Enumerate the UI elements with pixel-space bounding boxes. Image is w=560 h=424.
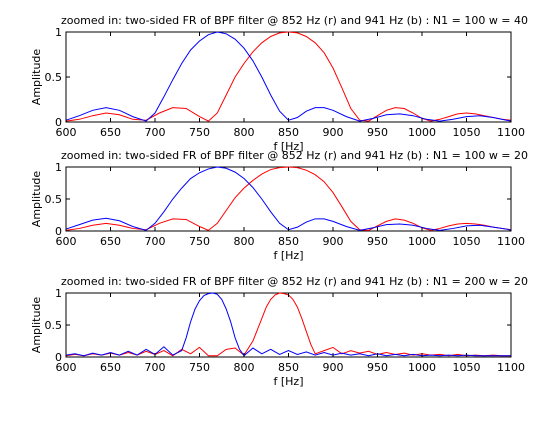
chart-title: zoomed in: two-sided FR of BPF filter @ … [61,14,528,27]
y-tick-label: 1 [55,26,62,39]
y-tick-label: 0.5 [45,193,63,206]
x-tick-label: 1100 [497,126,525,139]
y-axis-label: Amplitude [30,297,43,354]
y-tick-label: 0 [55,116,62,129]
x-tick-label: 1000 [408,126,436,139]
subplot-2: 600 650 700 750 800 850 900 950 1000 1050 1100 0 0.5… [30,149,528,262]
series-line-1 [65,166,512,231]
x-axis-label: f [Hz] [274,249,304,262]
x-tick-label: 900 [323,361,344,374]
y-tick-label: 0 [55,351,62,364]
x-axis-label: f [Hz] [274,140,304,153]
series-line-2 [65,31,512,122]
series-line-2 [65,292,511,357]
x-tick-label: 950 [367,126,388,139]
series-line-1 [65,31,512,122]
x-tick-label: 600 [56,361,77,374]
x-tick-label: 800 [234,361,255,374]
x-tick-label: 1050 [453,126,481,139]
x-tick-label: 1050 [453,235,481,248]
y-tick-label: 1 [55,287,62,300]
series-line-2 [65,166,512,231]
subplot-1: 600 650 700 750 800 850 900 950 1000 1050 1100 0 0.5… [30,14,528,153]
x-tick-label: 850 [278,235,299,248]
chart-title: zoomed in: two-sided FR of BPF filter @ … [61,275,528,288]
subplot-3: 600 650 700 750 800 850 900 950 1000 1050 1100 0 0.5… [30,275,528,388]
x-tick-label: 600 [56,235,77,248]
x-tick-label: 800 [234,126,255,139]
x-axis-label: f [Hz] [274,375,304,388]
x-tick-label: 800 [234,235,255,248]
x-tick-label: 900 [323,126,344,139]
x-tick-label: 1100 [497,235,525,248]
x-tick-label: 1000 [408,235,436,248]
x-tick-label: 950 [367,235,388,248]
x-tick-label: 850 [278,361,299,374]
axes-box [65,166,512,232]
x-tick-label: 750 [189,235,210,248]
x-tick-label: 700 [145,126,166,139]
y-tick-label: 0.5 [45,71,63,84]
y-axis-label: Amplitude [30,49,43,106]
x-tick-label: 650 [100,235,121,248]
chart-title: zoomed in: two-sided FR of BPF filter @ … [61,149,528,162]
axes-box [65,292,512,358]
x-tick-label: 700 [145,235,166,248]
x-tick-label: 1050 [453,361,481,374]
y-tick-label: 0 [55,225,62,238]
x-tick-label: 650 [100,361,121,374]
x-tick-label: 650 [100,126,121,139]
x-tick-label: 850 [278,126,299,139]
x-tick-label: 750 [189,361,210,374]
x-tick-label: 750 [189,126,210,139]
x-tick-label: 1100 [497,361,525,374]
x-tick-label: 1000 [408,361,436,374]
y-tick-label: 0.5 [45,319,63,332]
x-tick-label: 950 [367,361,388,374]
x-tick-label: 600 [56,126,77,139]
x-tick-label: 700 [145,361,166,374]
y-axis-label: Amplitude [30,171,43,228]
axes-box [65,31,512,123]
x-tick-label: 900 [323,235,344,248]
y-tick-label: 1 [55,161,62,174]
